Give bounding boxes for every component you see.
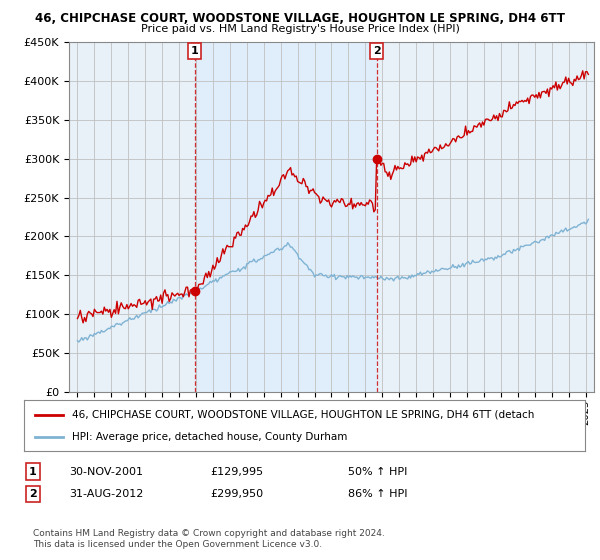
Text: Contains HM Land Registry data © Crown copyright and database right 2024.
This d: Contains HM Land Registry data © Crown c… <box>33 529 385 549</box>
Text: 2: 2 <box>373 46 380 56</box>
Bar <box>194 42 377 392</box>
Text: 31-AUG-2012: 31-AUG-2012 <box>69 489 143 499</box>
Text: 50% ↑ HPI: 50% ↑ HPI <box>348 466 407 477</box>
Text: 86% ↑ HPI: 86% ↑ HPI <box>348 489 407 499</box>
Text: Price paid vs. HM Land Registry's House Price Index (HPI): Price paid vs. HM Land Registry's House … <box>140 24 460 34</box>
Text: 1: 1 <box>29 466 37 477</box>
Text: 46, CHIPCHASE COURT, WOODSTONE VILLAGE, HOUGHTON LE SPRING, DH4 6TT: 46, CHIPCHASE COURT, WOODSTONE VILLAGE, … <box>35 12 565 25</box>
Text: £129,995: £129,995 <box>210 466 263 477</box>
Text: £299,950: £299,950 <box>210 489 263 499</box>
Text: 1: 1 <box>191 46 199 56</box>
Text: 30-NOV-2001: 30-NOV-2001 <box>69 466 143 477</box>
Text: HPI: Average price, detached house, County Durham: HPI: Average price, detached house, Coun… <box>71 432 347 442</box>
Text: 2: 2 <box>29 489 37 499</box>
Text: 46, CHIPCHASE COURT, WOODSTONE VILLAGE, HOUGHTON LE SPRING, DH4 6TT (detach: 46, CHIPCHASE COURT, WOODSTONE VILLAGE, … <box>71 409 534 419</box>
